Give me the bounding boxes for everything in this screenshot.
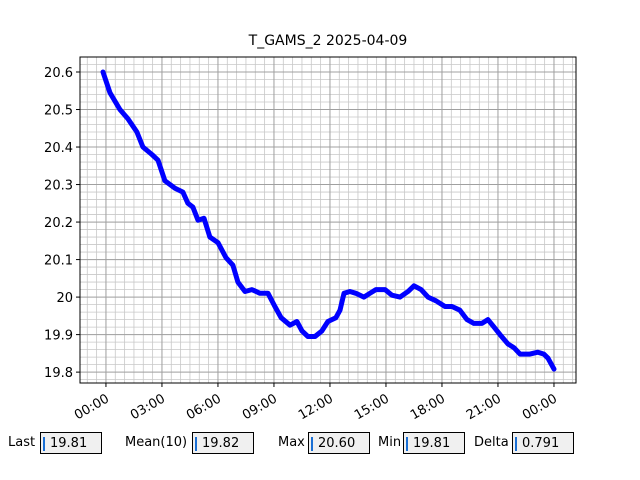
y-tick-label: 20.3 [44, 179, 73, 194]
stat-label: Mean(10) [125, 435, 188, 450]
y-tick-label: 20.1 [44, 254, 73, 269]
stat-label: Delta [474, 435, 509, 450]
x-tick-label: 00:00 [520, 391, 560, 423]
x-tick-label: 15:00 [352, 391, 392, 423]
chart-title: T_GAMS_2 2025-04-09 [248, 33, 408, 49]
stat-value-box[interactable]: 20.60 [308, 432, 370, 454]
stat-value-box[interactable]: 0.791 [512, 432, 574, 454]
x-tick-label: 09:00 [240, 391, 280, 423]
y-tick-label: 20.4 [44, 141, 73, 156]
y-tick-label: 19.9 [44, 329, 73, 344]
y-tick-label: 20 [56, 291, 73, 306]
x-tick-label: 21:00 [464, 391, 504, 423]
chart: T_GAMS_2 2025-04-09 19.8 19.9 20 20.1 20.2 20… [44, 33, 577, 423]
stat-label: Max [278, 435, 305, 450]
x-tick-label: 18:00 [408, 391, 448, 423]
x-tick-label: 03:00 [128, 391, 168, 423]
stat-value-box[interactable]: 19.81 [40, 432, 102, 454]
y-tick-label: 20.2 [44, 216, 73, 231]
y-tick-label: 20.6 [44, 66, 73, 81]
x-tick-label: 12:00 [296, 391, 336, 423]
y-tick-label: 20.5 [44, 104, 73, 119]
stat-label: Min [378, 435, 402, 450]
stat-value-box[interactable]: 19.82 [192, 432, 254, 454]
stat-value-box[interactable]: 19.81 [403, 432, 465, 454]
data-line [100, 69, 557, 372]
stat-label: Last [8, 435, 36, 450]
x-tick-label: 00:00 [72, 391, 112, 423]
plot-frame [79, 56, 577, 384]
y-tick-label: 19.8 [44, 366, 73, 381]
x-tick-label: 06:00 [184, 391, 224, 423]
